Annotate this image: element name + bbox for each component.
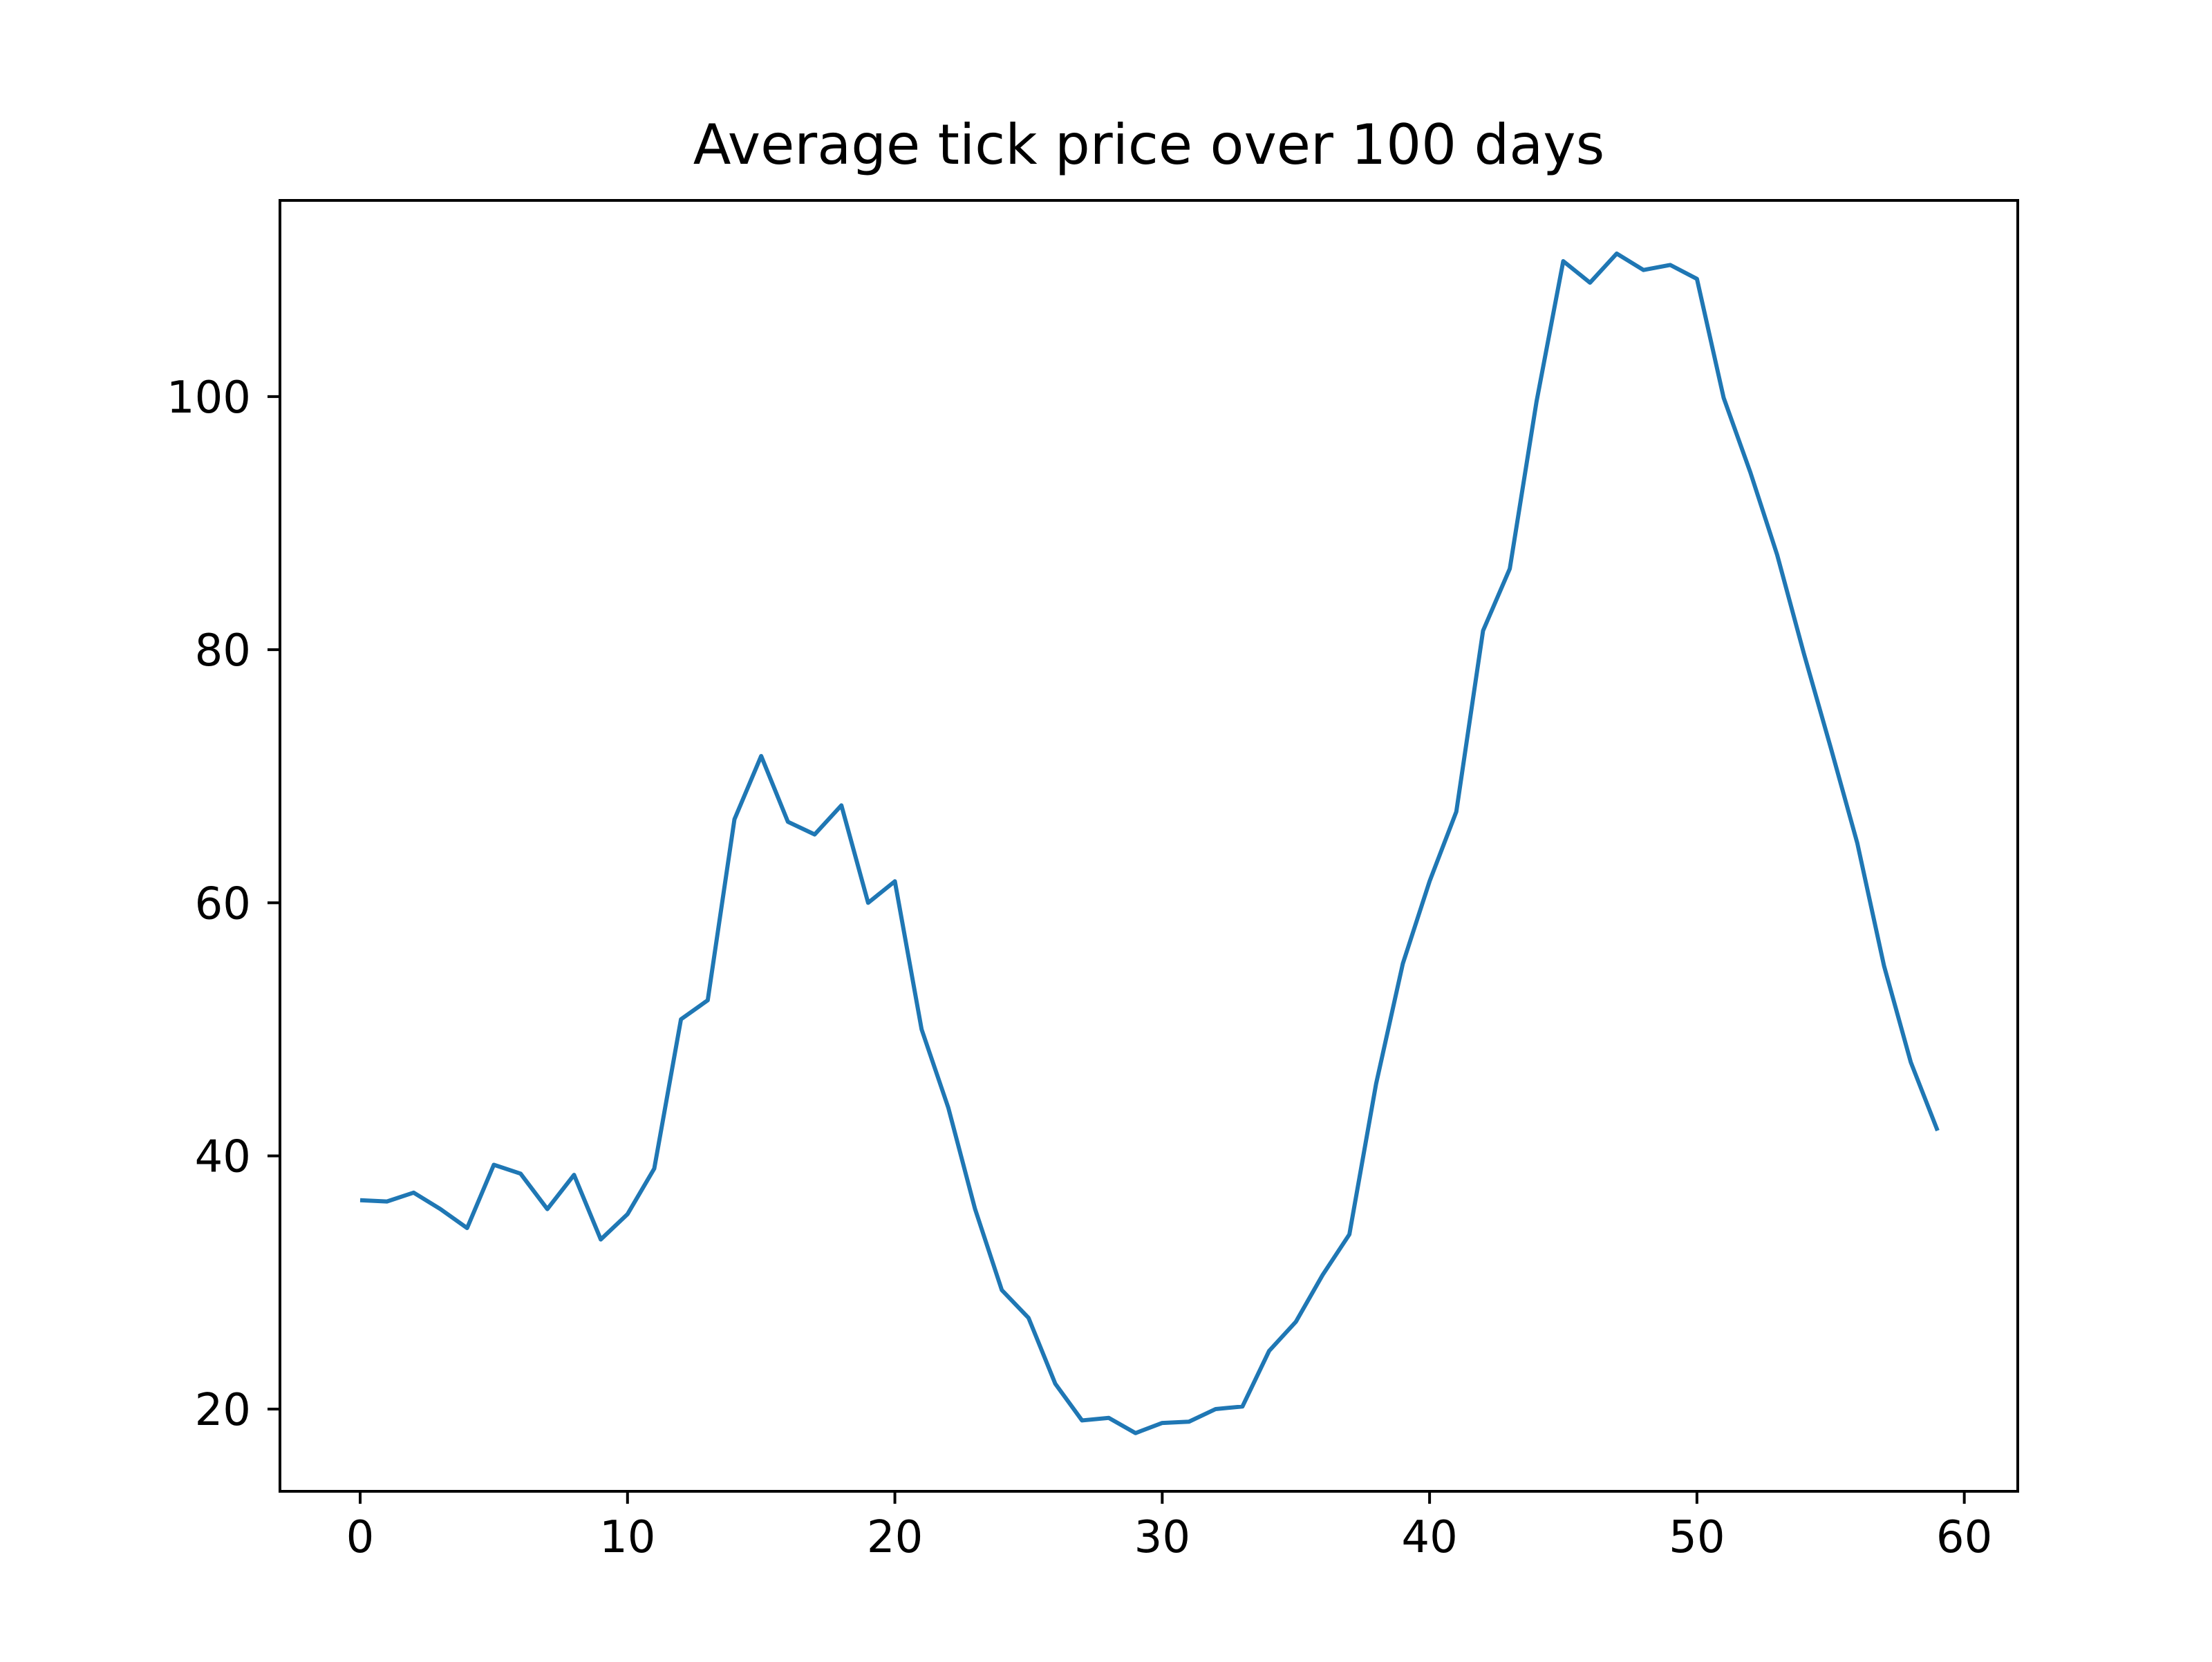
x-tick-label: 30 — [1134, 1512, 1190, 1563]
data-point — [1508, 567, 1512, 571]
data-point — [1775, 553, 1779, 557]
data-point — [1668, 263, 1672, 267]
data-point — [733, 818, 737, 822]
data-point — [866, 900, 870, 905]
data-point — [1481, 629, 1485, 633]
data-point — [626, 1212, 630, 1216]
x-tick-label: 0 — [346, 1512, 375, 1563]
data-point — [545, 1207, 550, 1211]
data-point — [946, 1106, 950, 1110]
data-point — [786, 820, 790, 824]
data-point — [1320, 1273, 1324, 1277]
data-point — [679, 1017, 683, 1021]
data-point — [706, 998, 710, 1002]
data-point — [1748, 471, 1752, 475]
x-tick-label: 20 — [867, 1512, 923, 1563]
y-tick-label: 20 — [195, 1385, 251, 1436]
data-point — [491, 1163, 496, 1167]
y-tick-label: 40 — [195, 1132, 251, 1183]
x-tick-label: 50 — [1669, 1512, 1725, 1563]
data-point — [599, 1238, 603, 1242]
data-point — [1802, 652, 1806, 656]
y-tick-label: 60 — [195, 878, 251, 929]
data-point — [973, 1207, 977, 1211]
data-point — [1240, 1404, 1244, 1408]
data-point — [919, 1028, 924, 1032]
data-point — [465, 1226, 469, 1230]
data-point — [1828, 745, 1833, 749]
x-tick-label: 10 — [599, 1512, 655, 1563]
series-line — [359, 251, 1940, 1435]
data-point — [1561, 259, 1565, 263]
data-point — [1053, 1381, 1058, 1386]
data-point — [893, 879, 897, 883]
plot-series — [358, 251, 1940, 1435]
data-point — [518, 1171, 523, 1175]
data-point — [1107, 1416, 1111, 1420]
data-point — [572, 1173, 576, 1177]
data-point — [1267, 1349, 1271, 1353]
data-point — [1454, 810, 1459, 814]
data-point — [1080, 1418, 1084, 1422]
x-axis: 0 10 20 30 40 50 60 — [346, 1491, 1992, 1563]
data-point — [1909, 1060, 1913, 1064]
data-point — [1882, 964, 1886, 968]
y-tick-label: 100 — [167, 372, 251, 424]
data-point — [1214, 1407, 1218, 1411]
plot-area-frame — [279, 199, 2019, 1493]
data-point — [1347, 1232, 1351, 1236]
data-point — [1294, 1320, 1298, 1324]
chart-title: Average tick price over 100 days — [693, 113, 1605, 177]
data-point — [438, 1207, 442, 1211]
data-point — [1427, 879, 1432, 883]
data-point — [1400, 961, 1405, 965]
data-point — [1535, 399, 1539, 404]
data-point — [813, 833, 817, 837]
data-point — [1615, 252, 1619, 256]
y-axis: 20 40 60 80 100 — [167, 372, 280, 1436]
data-point — [652, 1167, 656, 1171]
data-point — [1695, 277, 1699, 281]
data-point — [1000, 1288, 1004, 1292]
data-point — [759, 754, 763, 758]
data-point — [1187, 1419, 1191, 1424]
x-tick-label: 60 — [1936, 1512, 1992, 1563]
data-point — [1642, 268, 1646, 272]
data-point — [1722, 396, 1726, 400]
data-point — [358, 1198, 362, 1202]
y-tick-label: 80 — [195, 625, 251, 677]
data-point — [1855, 841, 1859, 845]
data-point — [1160, 1421, 1164, 1425]
data-point — [385, 1200, 389, 1204]
data-point — [1374, 1082, 1378, 1086]
data-point — [1936, 1129, 1940, 1133]
data-point — [411, 1191, 415, 1195]
data-point — [1134, 1431, 1138, 1435]
data-point — [1588, 281, 1592, 285]
data-point — [1027, 1316, 1031, 1320]
x-tick-label: 40 — [1401, 1512, 1457, 1563]
data-point — [839, 803, 843, 807]
